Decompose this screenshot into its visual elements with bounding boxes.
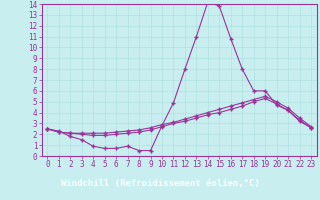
Text: Windchill (Refroidissement éolien,°C): Windchill (Refroidissement éolien,°C) bbox=[60, 179, 260, 188]
